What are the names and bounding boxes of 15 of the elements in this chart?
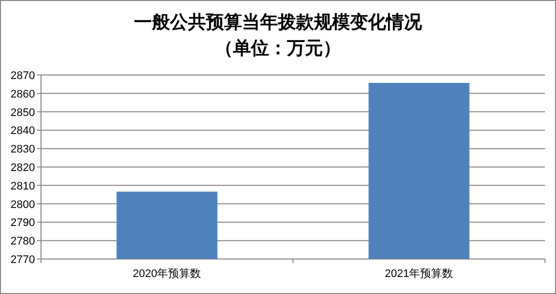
y-tick-label: 2770 — [10, 254, 35, 266]
y-tick-label: 2850 — [10, 106, 35, 119]
y-tick-label: 2840 — [10, 125, 35, 138]
y-tick-label: 2820 — [10, 162, 35, 174]
y-tick-label: 2870 — [10, 70, 35, 82]
y-tick-label: 2830 — [10, 144, 35, 156]
y-tick-label: 2860 — [10, 88, 35, 100]
y-tick-label: 2800 — [10, 198, 35, 211]
y-tick-label: 2780 — [10, 236, 35, 248]
y-tick-label: 2790 — [10, 217, 35, 230]
y-tick-label: 2810 — [10, 180, 35, 192]
x-tick-label: 2021年预算数 — [384, 268, 454, 280]
x-tick-label: 2020年预算数 — [132, 268, 202, 280]
chart-title: 一般公共预算当年拨款规模变化情况 — [134, 12, 423, 33]
chart-subtitle: （单位：万元） — [215, 38, 341, 59]
